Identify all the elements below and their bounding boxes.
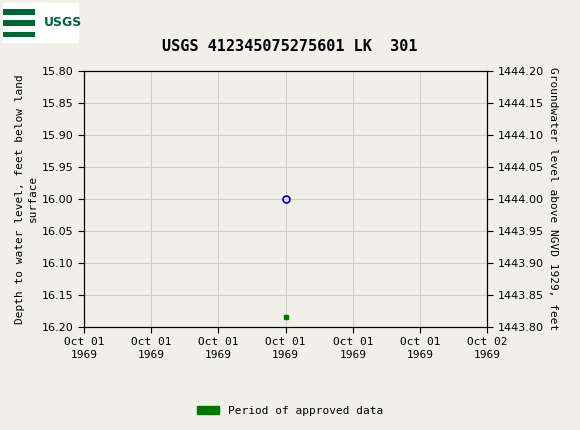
Legend: Period of approved data: Period of approved data xyxy=(193,401,387,420)
Text: USGS: USGS xyxy=(44,16,82,29)
Y-axis label: Depth to water level, feet below land
surface: Depth to water level, feet below land su… xyxy=(14,74,38,324)
Y-axis label: Groundwater level above NGVD 1929, feet: Groundwater level above NGVD 1929, feet xyxy=(548,67,558,331)
FancyBboxPatch shape xyxy=(3,31,35,37)
Text: USGS 412345075275601 LK  301: USGS 412345075275601 LK 301 xyxy=(162,39,418,54)
FancyBboxPatch shape xyxy=(3,20,35,26)
FancyBboxPatch shape xyxy=(3,9,35,15)
FancyBboxPatch shape xyxy=(3,3,78,43)
